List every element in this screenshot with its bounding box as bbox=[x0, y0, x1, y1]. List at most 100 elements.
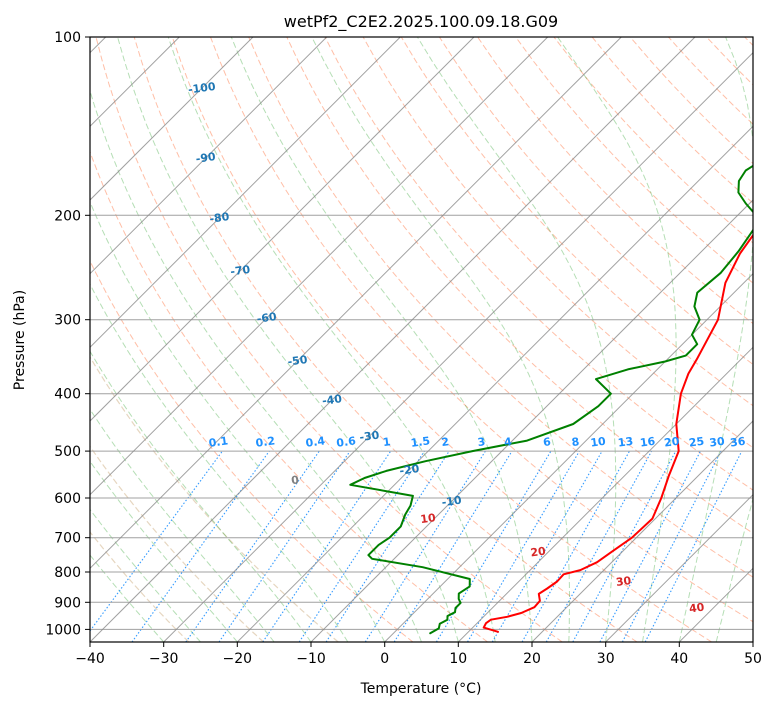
dry-adiabat bbox=[90, 355, 339, 642]
moist-adiabat bbox=[90, 554, 165, 642]
x-tick-label: −10 bbox=[296, 651, 326, 667]
dry-adiabat bbox=[591, 37, 753, 204]
isotherm-label: -40 bbox=[321, 392, 343, 408]
mixing-ratio-label: 16 bbox=[639, 435, 656, 450]
dry-adiabat bbox=[90, 259, 414, 642]
isotherm-label: -70 bbox=[230, 263, 252, 279]
mixing-ratio-line bbox=[262, 450, 392, 642]
reference-line-labels: -100 -90 -80 -70 -60 -50 -40 -30 -20 -10 0.1 0.2 0.4… bbox=[187, 80, 746, 616]
dry-adiabat bbox=[95, 37, 563, 642]
dry-adiabat bbox=[90, 150, 488, 642]
mixing-ratio-line bbox=[435, 450, 552, 642]
moist-adiabat bbox=[90, 408, 275, 642]
y-tick-label: 900 bbox=[54, 595, 81, 611]
mixing-ratio-line bbox=[298, 450, 425, 642]
mixing-ratio-label: 10 bbox=[590, 435, 607, 450]
isotherm bbox=[90, 37, 549, 496]
isotherm bbox=[605, 493, 753, 642]
isotherm-label: -10 bbox=[441, 494, 463, 510]
isotherm bbox=[90, 37, 254, 201]
dewpoint-line bbox=[349, 164, 753, 635]
profile-series bbox=[349, 164, 753, 635]
dry-adiabat bbox=[400, 37, 753, 407]
mixing-ratio-label: 3 bbox=[477, 435, 486, 449]
plot-area: -100 -90 -80 -70 -60 -50 -40 -30 -20 -10 0.1 0.2 0.4… bbox=[90, 37, 753, 642]
moist-adiabat-label: 40 bbox=[688, 600, 705, 615]
dry-adiabat bbox=[668, 37, 753, 125]
moist-adiabat bbox=[167, 37, 496, 642]
x-tick-label: 10 bbox=[449, 651, 467, 667]
mixing-ratio-label: 6 bbox=[542, 435, 552, 449]
mixing-ratio-line bbox=[621, 450, 722, 642]
mixing-ratio-line bbox=[521, 450, 630, 642]
isotherm-label: -80 bbox=[209, 210, 231, 226]
mixing-ratio-label: 1.5 bbox=[410, 434, 431, 449]
isotherm bbox=[752, 641, 753, 642]
mixing-ratio-label: 0.4 bbox=[305, 434, 326, 450]
isotherm-label: -20 bbox=[399, 462, 421, 478]
isotherm-label: -60 bbox=[256, 310, 278, 326]
y-axis-label: Pressure (hPa) bbox=[12, 290, 28, 390]
moist-adiabat bbox=[90, 283, 349, 642]
x-tick-label: 50 bbox=[744, 651, 762, 667]
isotherm-label: -90 bbox=[195, 150, 217, 166]
y-tick-label: 1000 bbox=[45, 622, 81, 638]
mixing-ratio-label: 1 bbox=[382, 435, 391, 449]
mixing-ratio-line bbox=[599, 450, 701, 642]
isotherm bbox=[90, 37, 401, 349]
isotherm bbox=[310, 199, 753, 642]
dry-adiabat bbox=[90, 445, 264, 642]
mixing-ratio-line bbox=[218, 450, 351, 642]
y-tick-label: 700 bbox=[54, 531, 81, 547]
isotherm-label: -50 bbox=[287, 353, 309, 369]
mixing-ratio-label: 25 bbox=[688, 435, 705, 450]
moist-adiabat-label: 20 bbox=[530, 544, 547, 559]
x-tick-label: 40 bbox=[670, 651, 688, 667]
temperature-line bbox=[482, 233, 753, 633]
pressure-gridlines bbox=[90, 37, 753, 630]
mixing-ratio-line bbox=[185, 450, 320, 642]
dry-adiabat bbox=[210, 37, 753, 623]
mixing-ratio-label: 2 bbox=[441, 435, 450, 449]
x-axis-label: Temperature (°C) bbox=[360, 681, 482, 697]
mixing-ratio-label: 0.1 bbox=[208, 434, 229, 449]
moist-adiabat bbox=[678, 37, 753, 642]
moist-adiabat-label: 30 bbox=[615, 574, 632, 589]
x-tick-label: −40 bbox=[75, 651, 105, 667]
moist-adiabat bbox=[90, 508, 201, 642]
isotherm-label: -30 bbox=[359, 428, 381, 444]
dry-adiabat bbox=[477, 37, 753, 325]
mixing-ratio-label: 20 bbox=[663, 435, 680, 450]
x-tick-label: −30 bbox=[149, 651, 179, 667]
isotherms bbox=[90, 37, 753, 642]
isotherm bbox=[90, 37, 328, 275]
isotherm-label: -100 bbox=[187, 80, 216, 97]
mixing-ratio-line bbox=[393, 450, 513, 642]
x-tick-label: 20 bbox=[523, 651, 541, 667]
moist-adiabat bbox=[311, 37, 570, 642]
mixing-ratio-line bbox=[644, 450, 743, 642]
mixing-ratio-label: 30 bbox=[709, 435, 726, 450]
mixing-ratio-lines bbox=[90, 450, 743, 642]
y-tick-label: 200 bbox=[54, 208, 81, 224]
mixing-ratio-line bbox=[90, 450, 223, 632]
isotherm bbox=[457, 346, 753, 642]
moist-adiabat bbox=[90, 460, 238, 642]
mixing-ratio-label: 0.2 bbox=[255, 434, 276, 449]
isotherm bbox=[236, 125, 753, 642]
mixing-ratio-line bbox=[364, 450, 486, 642]
moist-adiabat bbox=[557, 37, 677, 642]
mixing-ratio-label: 36 bbox=[729, 435, 746, 450]
dry-adiabat bbox=[744, 37, 753, 47]
moist-adiabat bbox=[416, 37, 617, 642]
moist-adiabat-label: 0 bbox=[290, 473, 300, 487]
mixing-ratio-line bbox=[572, 450, 677, 642]
moist-adiabat-label: 10 bbox=[420, 511, 437, 526]
isotherm bbox=[384, 272, 753, 642]
isotherm bbox=[531, 420, 753, 642]
mixing-ratio-label: 13 bbox=[617, 435, 634, 450]
dry-adiabat bbox=[438, 37, 753, 366]
x-tick-label: −20 bbox=[223, 651, 253, 667]
y-tick-label: 800 bbox=[54, 565, 81, 581]
